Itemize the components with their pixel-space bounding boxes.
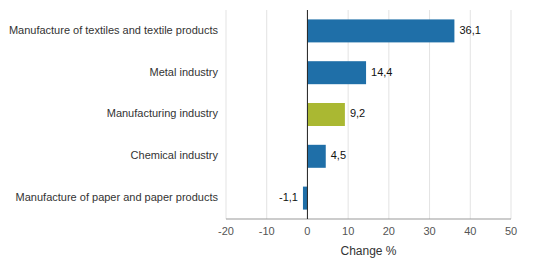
- x-tick-label: 20: [383, 225, 395, 237]
- x-axis-title: Change %: [340, 244, 396, 258]
- x-tick-label: 10: [342, 225, 354, 237]
- zero-line: [307, 10, 308, 219]
- x-tick-label: 40: [464, 225, 476, 237]
- x-tick-label: -10: [259, 225, 275, 237]
- x-axis-line: [226, 219, 511, 220]
- category-label: Metal industry: [150, 66, 219, 78]
- data-label: -1,1: [279, 191, 298, 203]
- bar: [307, 145, 325, 168]
- category-label: Manufacture of paper and paper products: [16, 191, 219, 203]
- x-tick-label: 50: [505, 225, 517, 237]
- grid-line: [226, 10, 227, 219]
- bar: [303, 187, 307, 210]
- data-label: 14,4: [371, 66, 392, 78]
- x-tick-label: 0: [304, 225, 310, 237]
- category-label: Manufacturing industry: [107, 107, 219, 119]
- bar: [307, 19, 454, 42]
- grid: [226, 10, 511, 219]
- data-label: 36,1: [459, 24, 480, 36]
- grid-line: [470, 10, 471, 219]
- x-tick-label: -20: [218, 225, 234, 237]
- category-label: Manufacture of textiles and textile prod…: [9, 24, 219, 36]
- bar: [307, 61, 366, 84]
- bars: [303, 19, 454, 209]
- bar: [307, 103, 344, 126]
- category-label: Chemical industry: [131, 149, 219, 161]
- data-label: 9,2: [350, 107, 365, 119]
- grid-line: [511, 10, 512, 219]
- data-label: 4,5: [331, 149, 346, 161]
- x-tick-label: 30: [423, 225, 435, 237]
- grid-line: [266, 10, 267, 219]
- chart: Manufacture of textiles and textile prod…: [0, 0, 533, 265]
- grid-line: [307, 10, 308, 219]
